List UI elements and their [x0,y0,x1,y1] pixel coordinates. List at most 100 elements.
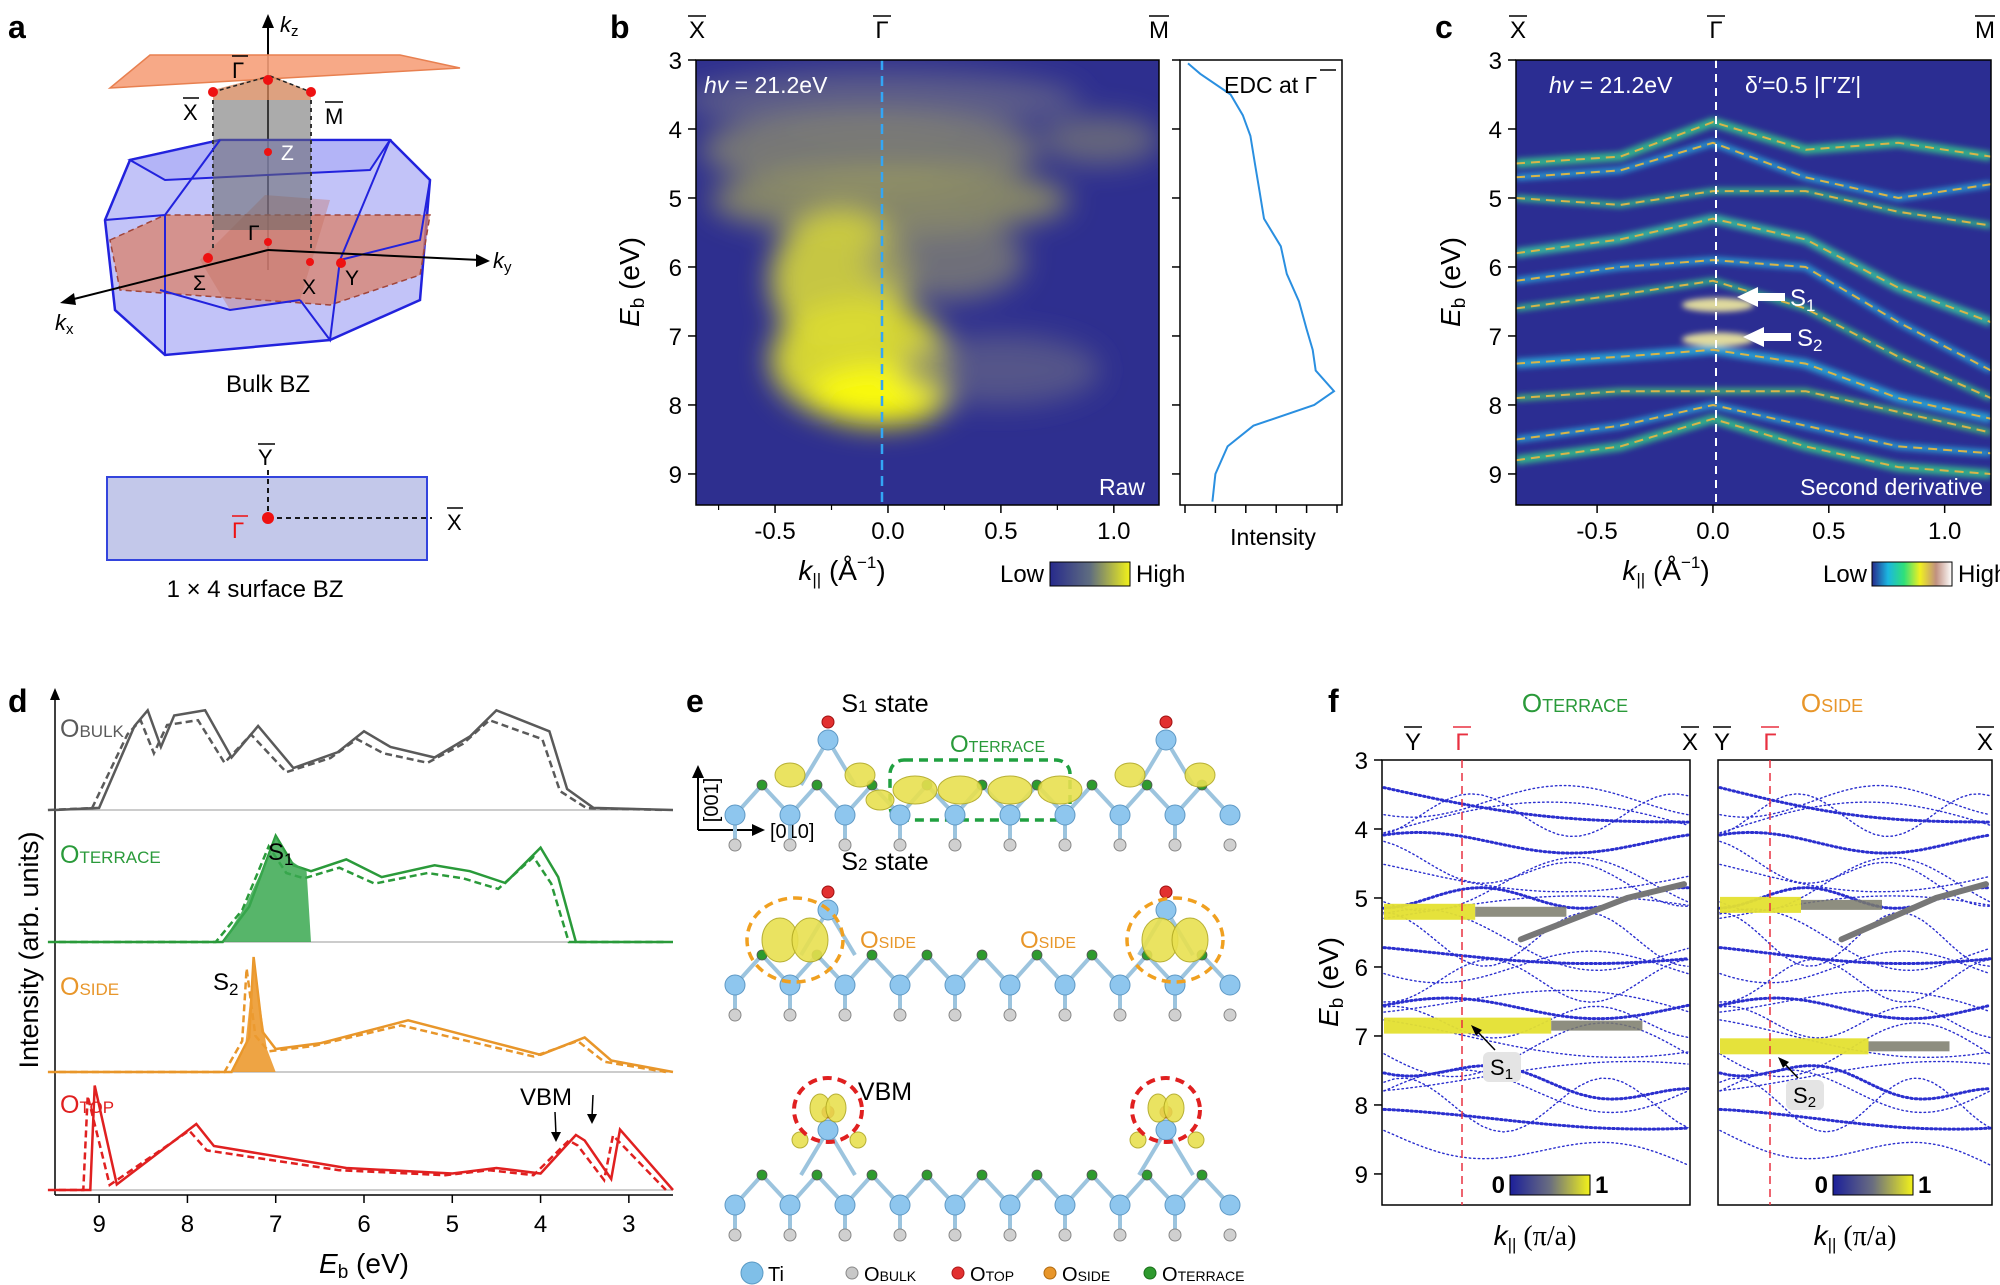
f-right-highlight-tail [1868,1041,1950,1052]
d-row1-main: O [60,841,79,869]
c-ytick-label: 9 [1489,462,1502,489]
f-left-band [1383,1005,1689,1039]
b-xlabel-exp: −1 [857,553,876,572]
svg-text:kz: kz [280,12,299,40]
e-vbm-o-atom [976,1169,988,1181]
f-right-band [1718,1107,1992,1131]
d-xlabel-unit: (eV) [348,1248,409,1279]
d-row0-sub: BULK [79,722,124,741]
b-xlabel-sub: || [812,570,821,589]
d-row3-sub: TOP [79,1098,114,1117]
f-left-band [1383,950,1689,984]
e-structures [724,715,1241,1242]
e-vbm-o-atom [756,1169,768,1181]
e-vbm-obulk-atom [1113,1228,1127,1242]
b-top-label-m: M [1149,17,1169,44]
f-right-cbar-high: 1 [1918,1172,1931,1199]
surface-x-label: X [447,510,462,535]
f-right-band [1719,1005,1991,1039]
d-row3-main: O [60,1091,79,1119]
raw-hv-value: = 21.2eV [728,72,828,98]
f-left-colorbar [1509,1174,1591,1196]
svg-text:S2 state: S2 state [841,848,928,876]
f-right-label-y: Y [1714,729,1730,756]
c-top-label-m: M [1975,17,1995,44]
e-isosurface-lobe [1037,775,1083,805]
e-vbm-ti-atom [944,1194,966,1216]
kx-arrowhead [60,293,76,305]
e-isosurface-lobe [791,917,829,963]
d-row0-main: O [60,715,79,743]
m-bar-label: M [325,104,343,129]
e-s1-o-atom [756,779,768,791]
f-left-xlabel-sub: || [1508,1235,1517,1254]
c-corner-label: Second derivative [1800,474,1983,500]
c-xtick-label: 0.0 [1696,518,1729,545]
f-right-band [1719,1060,1991,1092]
e-vbm-apex-ti [1155,1119,1177,1141]
e-s2-ti-atom [944,974,966,996]
b-ytick-label: 5 [669,186,682,213]
d-s2-sub: 2 [229,980,238,999]
e-s1-ti-atom [889,804,911,826]
f-s1-callout [1483,1052,1521,1082]
legend-otop-sub: TOP [986,1268,1015,1284]
edc-ticks [1172,59,1338,513]
d-xlabel-main: E [319,1248,338,1279]
raw-frame [695,59,1160,506]
d-vbm-label: VBM [520,1084,572,1111]
f-ylabel-sub: b [1327,998,1348,1009]
e-isosurface-lobe [791,1131,809,1149]
e-isosurface-lobe [825,1093,847,1123]
legend-oside-sub: SIDE [1078,1268,1111,1284]
sigma-dot [203,253,213,263]
legend-obulk-sub: BULK [880,1268,917,1284]
b-xtick-label: 1.0 [1097,518,1130,545]
c-xlabel-exp: −1 [1681,553,1700,572]
f-right-band [1718,786,1992,824]
e-s1-ti-atom [1109,804,1131,826]
legend-obulk-marker [845,1266,859,1280]
e-dir-001-label: [001] [701,778,723,822]
e-vbm-ti-atom [999,1194,1021,1216]
e-vbm-ti-atom [724,1194,746,1216]
x-label: X [302,276,316,299]
d-vbm-arrow-2 [591,1094,594,1118]
legend-ti-marker [740,1261,764,1285]
f-right-band [1719,1019,1991,1059]
e-s1-ti-atom [724,804,746,826]
kx-subscript: x [66,321,74,338]
f-left-band [1383,958,1689,1003]
e-s1-obulk-atom [1058,838,1072,852]
e-vbm-o-atom [811,1169,823,1181]
svg-text:kx: kx [55,310,74,338]
svg-text:OTERRACE: OTERRACE [1162,1264,1244,1285]
e-s1-obulk-atom [838,838,852,852]
e-isosurface-lobe [937,775,983,805]
f-right-band [1719,1077,1991,1133]
b-xtick-label: -0.5 [754,518,795,545]
f-left-band [1383,793,1689,838]
e-s1-obulk-atom [1113,838,1127,852]
svg-text:hv = 21.2eV: hv = 21.2eV [1549,72,1673,98]
f-left-band [1383,1129,1689,1166]
b-ytick-label: 9 [669,462,682,489]
e-s1-obulk-atom [1223,838,1237,852]
f-left-band [1383,1060,1689,1092]
e-s1-ti-atom [999,804,1021,826]
svg-text:OSIDE: OSIDE [1062,1264,1110,1285]
d-xtick-label: 8 [181,1211,194,1238]
c-xtick-label: 0.5 [1812,518,1845,545]
f-right-highlight-band [1720,896,1801,913]
e-top-circle-2 [1130,1076,1202,1144]
svg-text:OTERRACE: OTERRACE [60,841,161,869]
e-s1-title-main: S [841,690,858,718]
e-side-sub-2: SIDE [1039,935,1076,952]
e-s2-ti-atom [1164,974,1186,996]
e-isosurface-lobe [987,775,1033,805]
e-isosurface-lobe [844,762,876,788]
c-cbar-high: High [1958,561,2000,588]
svg-text:k|| (π/a): k|| (π/a) [1494,1220,1577,1254]
f-right-band [1719,950,1991,984]
e-s2-title-main: S [841,848,858,876]
